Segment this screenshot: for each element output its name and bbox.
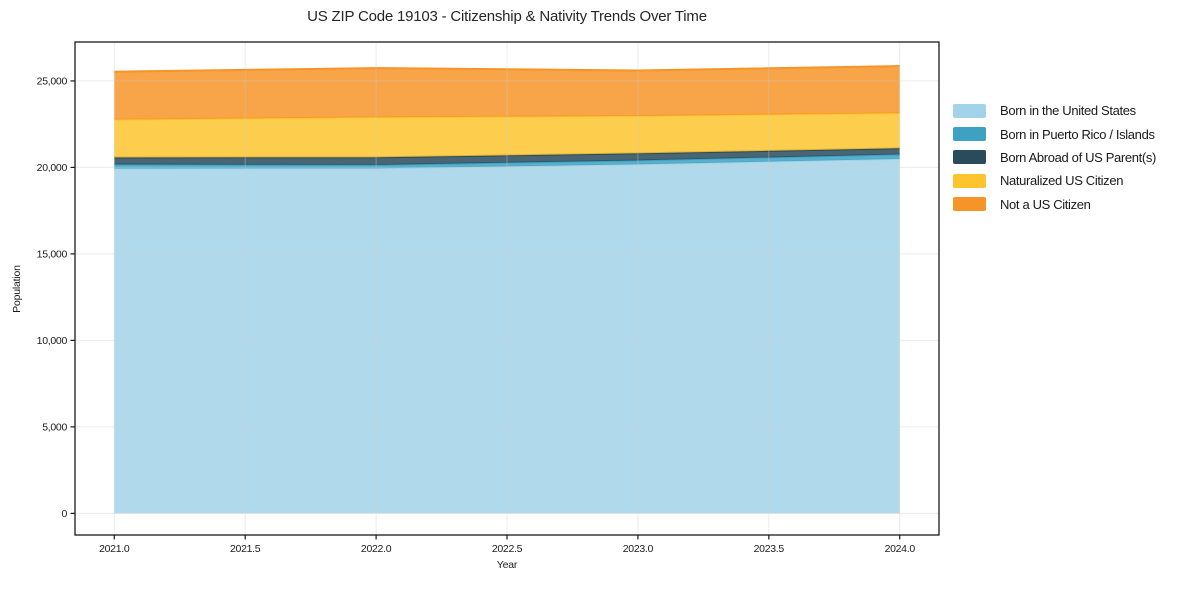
y-tick-label: 0	[61, 508, 67, 520]
y-axis-label: Population	[11, 265, 23, 313]
legend-swatch-icon	[953, 197, 986, 212]
area-naturalized-us-citizen	[114, 113, 900, 158]
legend-item-born-abroad-of-us-parent-s: Born Abroad of US Parent(s)	[953, 146, 1156, 169]
legend-swatch-icon	[953, 150, 986, 165]
area-born-in-the-united-states	[114, 158, 900, 514]
x-axis-label: Year	[496, 559, 518, 571]
legend-label: Born in Puerto Rico / Islands	[1000, 126, 1155, 142]
legend-label: Not a US Citizen	[1000, 196, 1091, 212]
x-tick-label: 2023.5	[754, 543, 785, 555]
x-tick-label: 2024.0	[885, 543, 916, 555]
y-tick-label: 5,000	[42, 421, 67, 433]
x-tick-label: 2023.0	[623, 543, 654, 555]
x-tick-label: 2022.5	[492, 543, 523, 555]
legend-item-born-in-puerto-rico-islands: Born in Puerto Rico / Islands	[953, 122, 1156, 145]
area-not-a-us-citizen	[114, 66, 900, 120]
y-tick-label: 20,000	[37, 162, 68, 174]
x-tick-label: 2021.5	[230, 543, 261, 555]
legend-item-not-a-us-citizen: Not a US Citizen	[953, 193, 1156, 216]
y-tick-label: 25,000	[37, 75, 68, 87]
legend-swatch-icon	[953, 103, 986, 118]
y-tick-label: 10,000	[37, 335, 68, 347]
area-edge-not-a-us-citizen	[114, 65, 900, 73]
legend-swatch-icon	[953, 127, 986, 142]
legend-item-born-in-the-united-states: Born in the United States	[953, 99, 1156, 122]
x-tick-label: 2022.0	[361, 543, 392, 555]
y-tick-label: 15,000	[37, 248, 68, 260]
x-tick-label: 2021.0	[99, 543, 130, 555]
legend-label: Naturalized US Citizen	[1000, 173, 1124, 189]
legend-item-naturalized-us-citizen: Naturalized US Citizen	[953, 169, 1156, 192]
legend-swatch-icon	[953, 173, 986, 188]
chart-title: US ZIP Code 19103 - Citizenship & Nativi…	[307, 8, 707, 25]
legend: Born in the United States Born in Puerto …	[953, 99, 1156, 216]
legend-label: Born Abroad of US Parent(s)	[1000, 149, 1157, 165]
legend-label: Born in the United States	[1000, 103, 1136, 119]
